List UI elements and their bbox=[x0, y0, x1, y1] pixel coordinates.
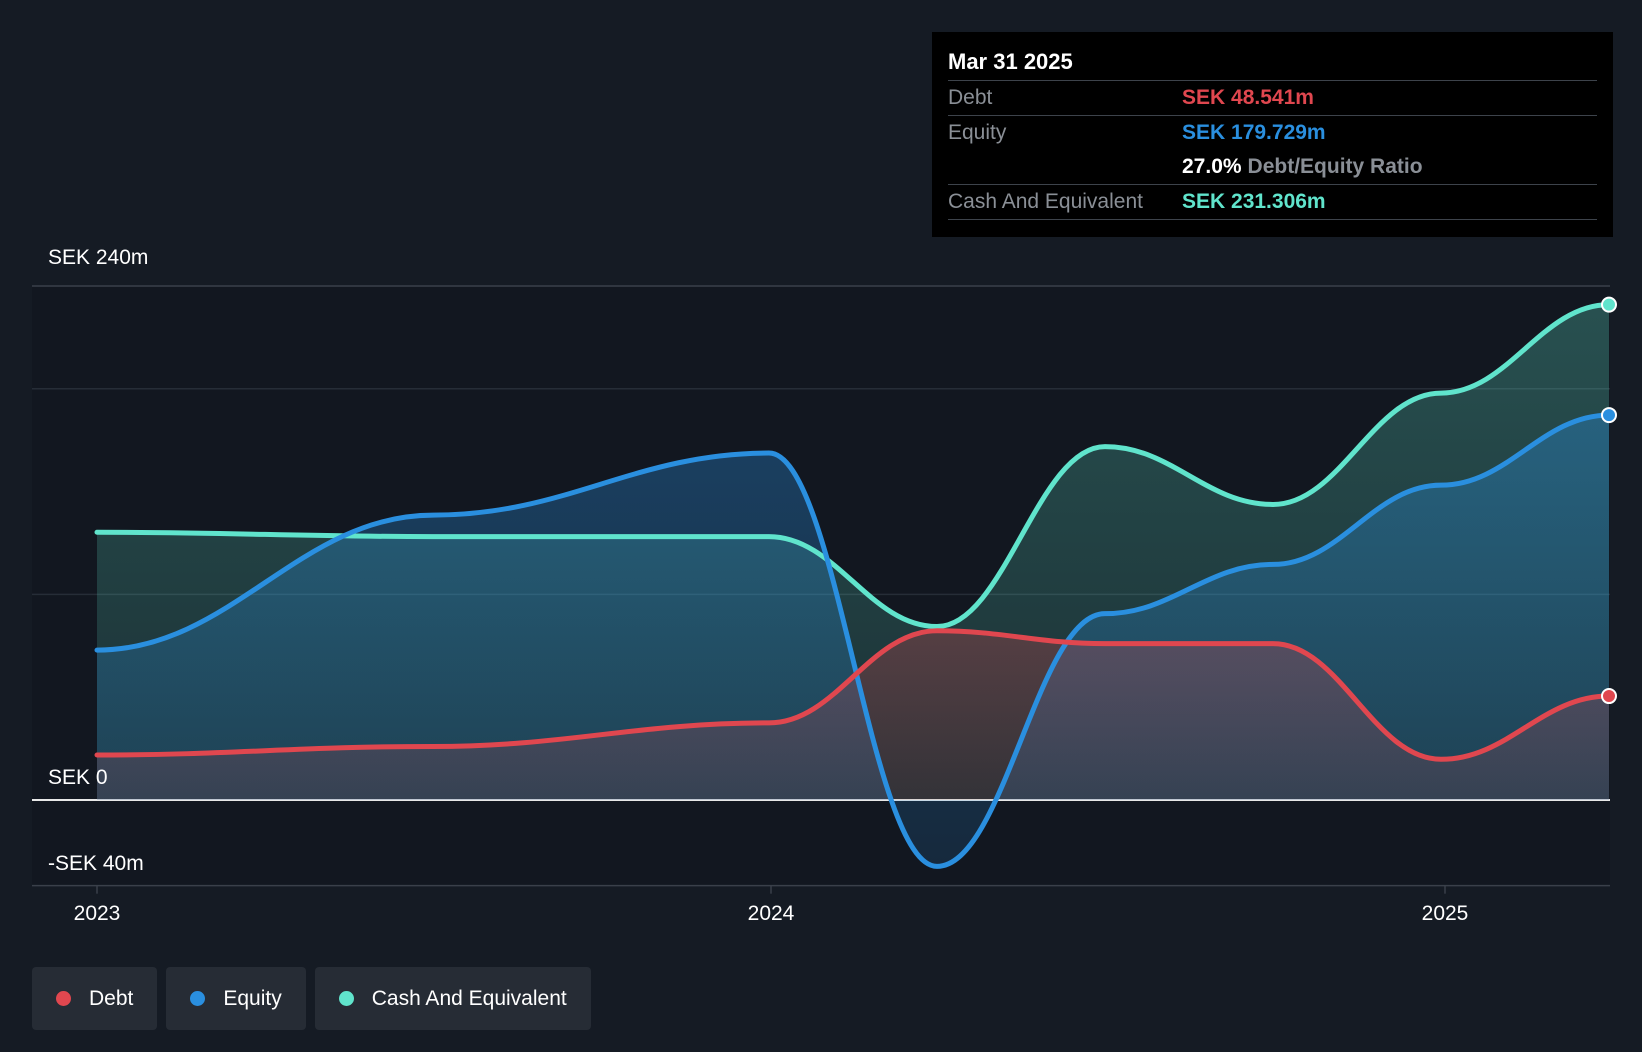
tooltip-equity-label: Equity bbox=[948, 121, 1007, 144]
tooltip-debt-row: Debt SEK 48.541m bbox=[948, 81, 1597, 116]
debt-end-dot[interactable] bbox=[1601, 688, 1617, 705]
legend-label-equity: Equity bbox=[223, 986, 282, 1010]
legend-dot-cash bbox=[338, 991, 354, 1006]
series-areas bbox=[97, 304, 1609, 867]
legend-dot-debt bbox=[56, 991, 71, 1006]
tooltip-cash-value: SEK 231.306m bbox=[1182, 190, 1326, 213]
equity-line bbox=[94, 412, 1612, 869]
x-tick-label: 2023 bbox=[74, 902, 121, 925]
series-lines bbox=[94, 302, 1612, 869]
tooltip-cash-row: Cash And Equivalent SEK 231.306m bbox=[948, 185, 1597, 220]
y-tick-label: -SEK 40m bbox=[48, 852, 144, 875]
tooltip-equity-row: Equity SEK 179.729m bbox=[948, 116, 1597, 150]
cash-line bbox=[94, 302, 1612, 630]
x-tick-label: 2024 bbox=[748, 902, 795, 925]
legend-dot-equity bbox=[190, 991, 206, 1006]
tooltip-ratio-label: Debt/Equity Ratio bbox=[1247, 155, 1423, 178]
legend-label-debt: Debt bbox=[89, 986, 134, 1010]
tooltip-ratio-value: 27.0% bbox=[1182, 155, 1242, 178]
legend-item-cash[interactable]: Cash And Equivalent bbox=[314, 967, 591, 1030]
tooltip-debt-label: Debt bbox=[948, 86, 993, 109]
tooltip-debt-value: SEK 48.541m bbox=[1182, 86, 1314, 109]
data-tooltip: Mar 31 2025 Debt SEK 48.541m Equity SEK … bbox=[932, 32, 1613, 237]
tooltip-cash-label: Cash And Equivalent bbox=[948, 190, 1143, 213]
chart-legend: Debt Equity Cash And Equivalent bbox=[32, 967, 591, 1030]
equity-end-dot[interactable] bbox=[1601, 407, 1617, 424]
axis-labels: SEK 240m SEK 0 -SEK 40m 2023 2024 2025 bbox=[48, 246, 1468, 925]
tooltip-ratio-row: 27.0% Debt/Equity Ratio bbox=[948, 150, 1597, 185]
y-tick-label: SEK 240m bbox=[48, 246, 148, 269]
x-tick-label: 2025 bbox=[1422, 902, 1469, 925]
legend-item-equity[interactable]: Equity bbox=[166, 967, 306, 1030]
tooltip-date: Mar 31 2025 bbox=[948, 44, 1597, 81]
tooltip-equity-value: SEK 179.729m bbox=[1182, 121, 1326, 144]
legend-label-cash: Cash And Equivalent bbox=[371, 986, 567, 1010]
y-tick-label: SEK 0 bbox=[48, 766, 108, 789]
cash-end-dot[interactable] bbox=[1601, 296, 1617, 313]
debt-line bbox=[94, 628, 1612, 762]
debt-area bbox=[97, 630, 1609, 800]
legend-item-debt[interactable]: Debt bbox=[32, 967, 158, 1030]
series-end-dots bbox=[1601, 296, 1617, 705]
